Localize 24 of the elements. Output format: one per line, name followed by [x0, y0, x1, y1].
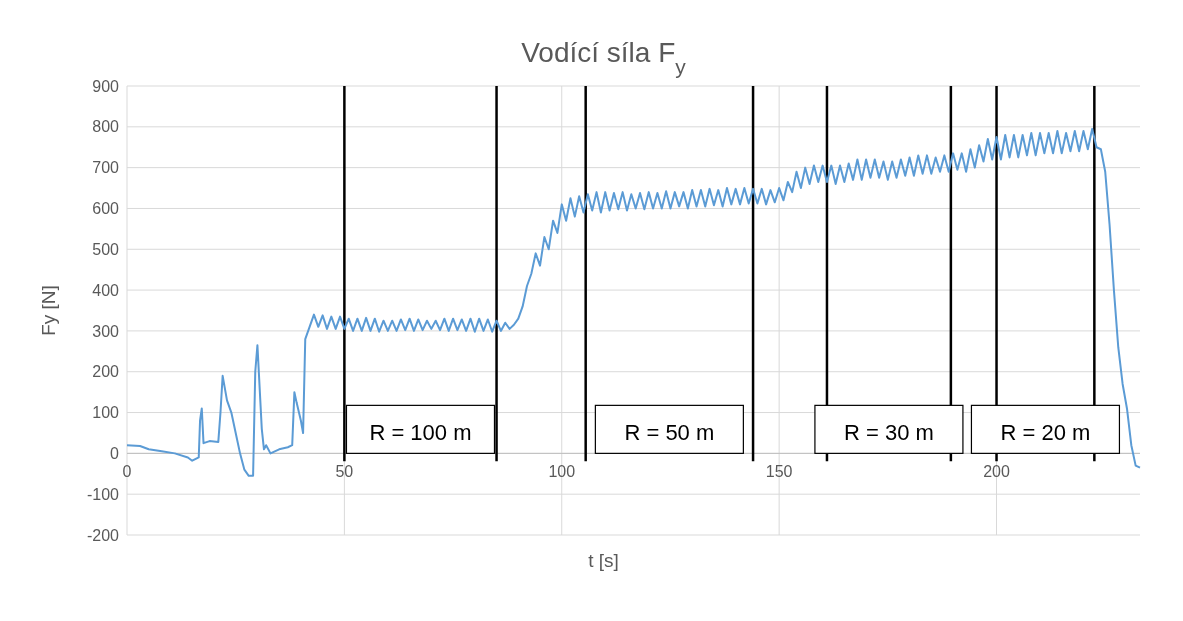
- x-axis-title: t [s]: [588, 550, 619, 571]
- x-tick-label: 200: [983, 463, 1010, 481]
- y-tick-label: 700: [92, 159, 120, 177]
- y-axis-title: Fy [N]: [38, 285, 59, 336]
- y-tick-label: 300: [92, 322, 120, 340]
- annotation: R = 30 m: [843, 420, 934, 446]
- y-tick-label: 800: [92, 118, 120, 136]
- y-tick-label: 400: [92, 281, 120, 299]
- annotation: R = 50 m: [624, 420, 715, 446]
- y-tick-label: 500: [92, 240, 120, 258]
- annotation: R = 100 m: [369, 420, 472, 446]
- x-tick-label: 150: [765, 463, 793, 481]
- x-tick-label: 50: [335, 463, 354, 481]
- chart-title: Vodící síla F$_{y}$: [521, 37, 687, 78]
- y-tick-label: 900: [92, 77, 120, 95]
- y-tick-label: 600: [92, 200, 120, 218]
- annotation: R = 20 m: [1000, 420, 1091, 446]
- y-tick-label: 0: [110, 444, 120, 462]
- y-tick-label: -200: [86, 526, 120, 544]
- y-tick-label: 200: [92, 363, 120, 381]
- y-tick-label: -100: [86, 485, 120, 503]
- x-tick-label: 100: [548, 463, 576, 481]
- y-tick-label: 100: [92, 404, 120, 422]
- x-tick-label: 0: [122, 463, 132, 481]
